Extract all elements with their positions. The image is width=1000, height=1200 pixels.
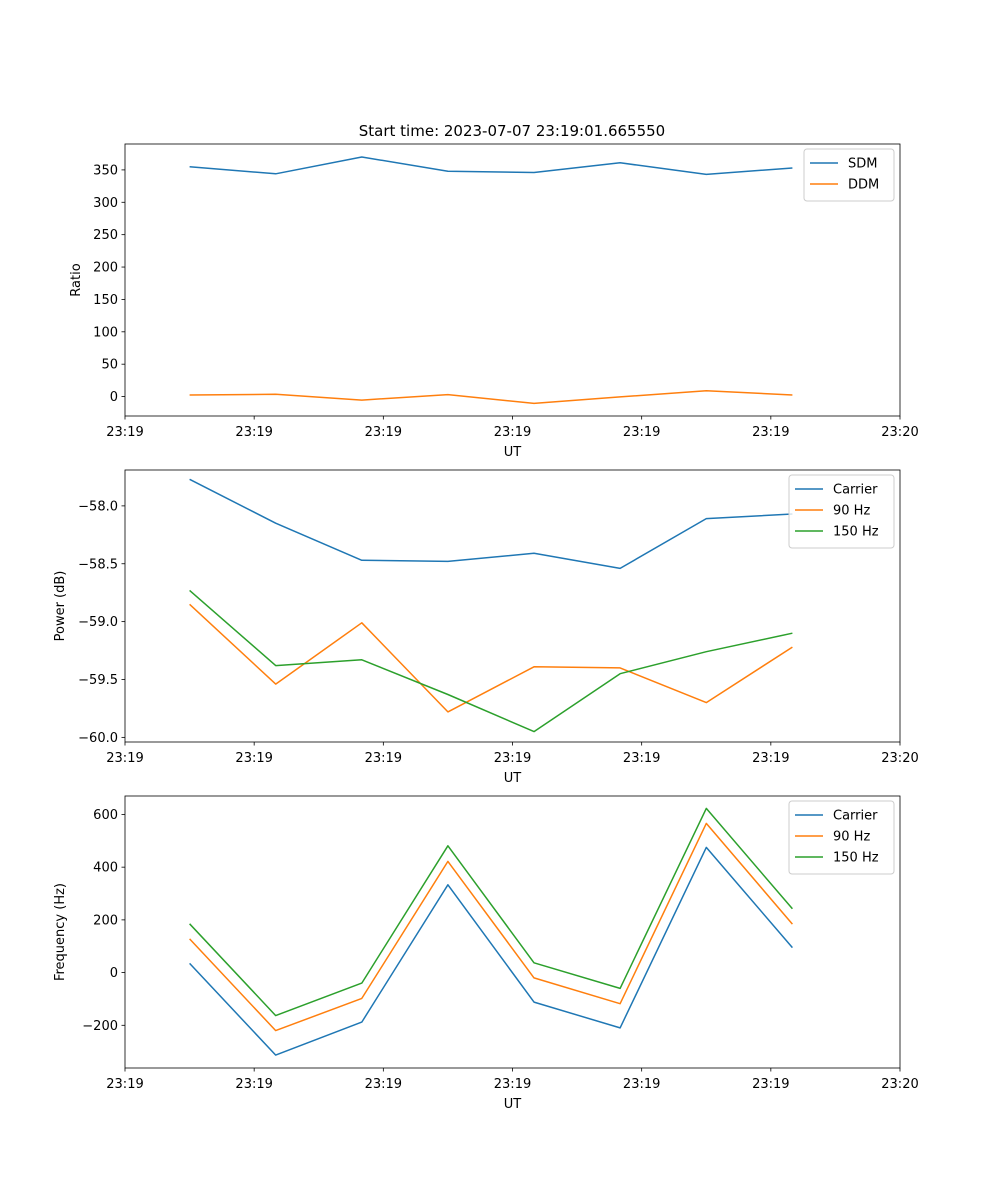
legend-label: 90 Hz — [833, 830, 870, 845]
x-tick-label: 23:19 — [235, 751, 272, 766]
legend-box — [803, 148, 895, 202]
series-line-150-hz — [189, 807, 793, 1017]
x-tick-label: 23:20 — [881, 425, 918, 440]
x-axis-label: UT — [504, 1097, 522, 1112]
x-tick-label: 23:19 — [752, 1077, 789, 1092]
x-tick-label: 23:20 — [881, 1077, 918, 1092]
y-tick-label: −60.0 — [78, 731, 118, 746]
x-tick-label: 23:19 — [365, 425, 402, 440]
series-line-90-hz — [189, 603, 793, 713]
y-tick-label: 600 — [93, 808, 118, 823]
legend-box — [788, 800, 895, 875]
x-tick-label: 23:19 — [623, 1077, 660, 1092]
y-axis-label: Frequency (Hz) — [53, 883, 68, 981]
x-axis-label: UT — [504, 771, 522, 786]
y-tick-label: 300 — [93, 196, 118, 211]
series-line-carrier — [189, 846, 793, 1056]
series-line-90-hz — [189, 822, 793, 1032]
figure-title: Start time: 2023-07-07 23:19:01.665550 — [359, 122, 665, 140]
x-tick-label: 23:19 — [494, 751, 531, 766]
y-tick-label: −200 — [82, 1019, 118, 1034]
x-axis-label: UT — [504, 445, 522, 460]
legend-label: DDM — [848, 178, 879, 193]
y-tick-label: 200 — [93, 913, 118, 928]
chart-ratio: 23:19 23:19 23:19 23:19 23:19 23:19 23:20 0 50 10… — [69, 143, 919, 460]
legend-label: SDM — [848, 157, 877, 172]
x-tick-label: 23:19 — [494, 1077, 531, 1092]
y-axis-label: Power (dB) — [53, 571, 68, 642]
x-tick-label: 23:19 — [235, 425, 272, 440]
legend-label: Carrier — [833, 809, 878, 824]
x-tick-label: 23:19 — [623, 425, 660, 440]
y-tick-label: 50 — [101, 358, 118, 373]
legend-label: 150 Hz — [833, 851, 879, 866]
x-tick-label: 23:19 — [106, 751, 143, 766]
y-tick-label: −58.0 — [78, 499, 118, 514]
y-tick-label: 0 — [110, 966, 118, 981]
y-axis-label: Ratio — [69, 263, 84, 296]
x-tick-label: 23:19 — [365, 751, 402, 766]
y-tick-label: 250 — [93, 228, 118, 243]
legend-label: Carrier — [833, 483, 878, 498]
x-tick-label: 23:19 — [235, 1077, 272, 1092]
y-tick-label: 100 — [93, 325, 118, 340]
legend: Carrier 90 Hz 150 Hz — [788, 474, 895, 549]
legend-label: 150 Hz — [833, 525, 879, 540]
y-tick-label: −59.5 — [78, 673, 118, 688]
y-tick-label: 200 — [93, 261, 118, 276]
x-tick-label: 23:19 — [752, 425, 789, 440]
y-tick-label: −58.5 — [78, 557, 118, 572]
x-tick-label: 23:19 — [623, 751, 660, 766]
y-tick-label: 350 — [93, 163, 118, 178]
legend-label: 90 Hz — [833, 504, 870, 519]
x-tick-label: 23:19 — [365, 1077, 402, 1092]
legend: Carrier 90 Hz 150 Hz — [788, 800, 895, 875]
y-tick-label: 400 — [93, 861, 118, 876]
x-tick-label: 23:19 — [106, 425, 143, 440]
y-tick-label: −59.0 — [78, 615, 118, 630]
series-line-carrier — [189, 478, 793, 570]
legend: SDM DDM — [803, 148, 895, 202]
series-line-sdm — [189, 156, 793, 176]
series-line-150-hz — [189, 589, 793, 733]
x-tick-label: 23:20 — [881, 751, 918, 766]
chart-frequency: 23:19 23:19 23:19 23:19 23:19 23:19 23:20 −200 0… — [53, 795, 919, 1112]
legend-box — [788, 474, 895, 549]
x-tick-label: 23:19 — [752, 751, 789, 766]
x-tick-label: 23:19 — [106, 1077, 143, 1092]
series-line-ddm — [189, 389, 793, 405]
x-tick-label: 23:19 — [494, 425, 531, 440]
y-tick-label: 0 — [110, 390, 118, 405]
y-tick-label: 150 — [93, 293, 118, 308]
chart-power: 23:19 23:19 23:19 23:19 23:19 23:19 23:20 −60.0… — [53, 469, 919, 786]
